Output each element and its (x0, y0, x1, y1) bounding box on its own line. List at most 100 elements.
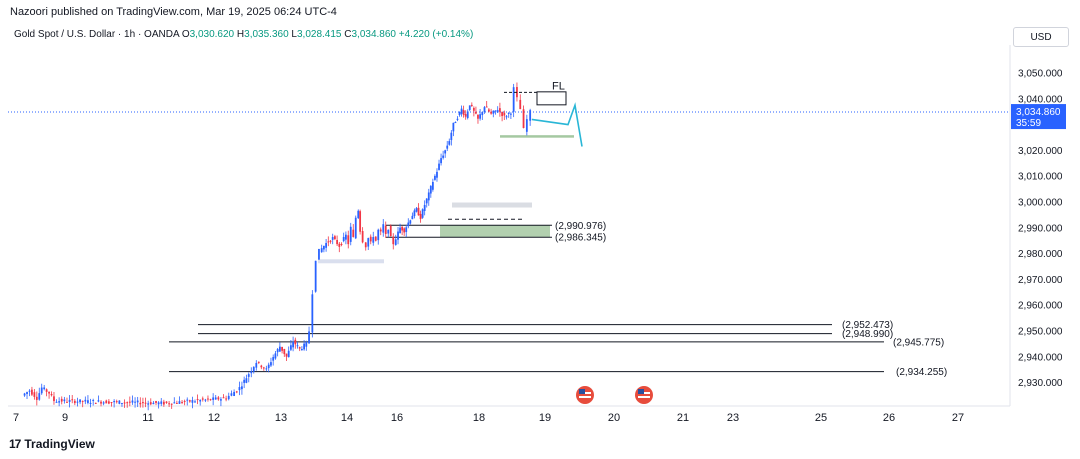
candle-body (429, 186, 432, 194)
candle-body (270, 362, 272, 366)
candle-body (201, 398, 204, 400)
candle-body (225, 398, 228, 400)
candle-body (405, 227, 408, 232)
close-label: C (344, 29, 352, 40)
candle-body (359, 211, 362, 232)
candle-body (181, 401, 183, 403)
zone-bottom-label: (2,986.345) (555, 233, 606, 244)
candle-body (399, 227, 401, 234)
x-tick-label: 26 (883, 412, 895, 424)
candle-body (183, 400, 186, 402)
candle-body (468, 105, 471, 110)
candle-body (66, 401, 68, 403)
candle-body (55, 401, 58, 403)
candle-body (357, 210, 360, 219)
candle-body (334, 236, 336, 240)
candle-body (278, 346, 281, 352)
candle-body (329, 240, 332, 242)
candle-body (387, 229, 390, 234)
candle-body (512, 87, 515, 112)
y-tick-label: 2,980.000 (1018, 249, 1063, 260)
candle-body (413, 210, 416, 217)
y-axis: 3,050.000 3,040.000 3,020.000 3,010.000 3,00… (1011, 69, 1066, 389)
candle-body (415, 208, 418, 212)
candle-body (525, 119, 528, 132)
y-tick-label: 3,050.000 (1018, 69, 1063, 80)
candle-body (494, 110, 497, 112)
y-tick-label: 2,930.000 (1018, 378, 1063, 389)
candle-body (436, 171, 438, 178)
x-tick-label: 14 (341, 412, 353, 424)
candle-body (113, 401, 116, 403)
countdown-label: 35:59 (1016, 118, 1041, 129)
candle-body (464, 114, 467, 117)
candle-body (308, 331, 310, 344)
y-tick-label: 2,990.000 (1018, 223, 1063, 234)
candle-body (142, 402, 144, 404)
x-tick-label: 16 (391, 412, 403, 424)
flag-stripe-icon (579, 396, 591, 398)
candle-body (340, 244, 343, 246)
x-tick-label: 19 (539, 412, 551, 424)
candle-body (212, 397, 215, 400)
candle-body (136, 400, 139, 403)
candle-body (519, 99, 522, 110)
candle-body (188, 400, 191, 402)
candle-body (272, 357, 275, 361)
x-tick-label: 12 (208, 412, 220, 424)
candle-body (155, 401, 157, 403)
candle-body (207, 398, 209, 400)
candle-body (243, 379, 246, 383)
projection-path (531, 102, 583, 147)
candle-body (507, 112, 510, 114)
candle-body (186, 399, 189, 401)
candle-body (214, 397, 217, 400)
candle-body (485, 106, 488, 108)
candle-body (134, 401, 136, 403)
candle-body (257, 361, 260, 363)
candle-body (462, 110, 465, 115)
candle-body (274, 353, 277, 359)
candle-body (483, 107, 486, 112)
candle-body (427, 192, 430, 201)
candle-body (43, 387, 46, 390)
current-price-label: 3,034.860 (1016, 107, 1061, 118)
candle-body (81, 400, 84, 402)
candle-body (327, 241, 330, 243)
candle-body (79, 399, 81, 403)
candle-body (250, 371, 253, 374)
candle-body (325, 243, 327, 248)
publisher-caption: Nazoori published on TradingView.com, Ma… (10, 6, 337, 18)
candle-body (496, 110, 499, 113)
candle-body (338, 243, 341, 247)
candle-body (170, 403, 173, 405)
candle-body (431, 182, 434, 190)
currency-button[interactable]: USD (1013, 27, 1069, 47)
y-tick-label: 3,000.000 (1018, 198, 1063, 209)
candle-body (394, 239, 397, 245)
candle-body (421, 209, 424, 218)
x-tick-label: 21 (677, 412, 689, 424)
brand-name: TradingView (24, 437, 95, 451)
green-zone-top (500, 135, 574, 138)
candle-body (458, 111, 461, 116)
candle-body (89, 402, 92, 404)
candle-body (33, 392, 36, 397)
x-tick-label: 23 (727, 412, 739, 424)
candle-body (265, 368, 268, 370)
open-label: O (181, 29, 190, 40)
candle-body (162, 401, 165, 405)
candle-body (94, 402, 97, 404)
candle-body (440, 158, 442, 164)
candle-body (379, 229, 382, 232)
candle-body (157, 402, 160, 405)
change-value: +4.220 (+0.14%) (398, 29, 474, 40)
candle-body (220, 399, 222, 401)
tradingview-brand: 17 TradingView (9, 437, 95, 451)
candle-body (529, 110, 532, 121)
candle-body (233, 391, 235, 397)
annotations: FL (504, 81, 653, 404)
candle-body (470, 104, 473, 106)
x-tick-label: 9 (62, 412, 68, 424)
